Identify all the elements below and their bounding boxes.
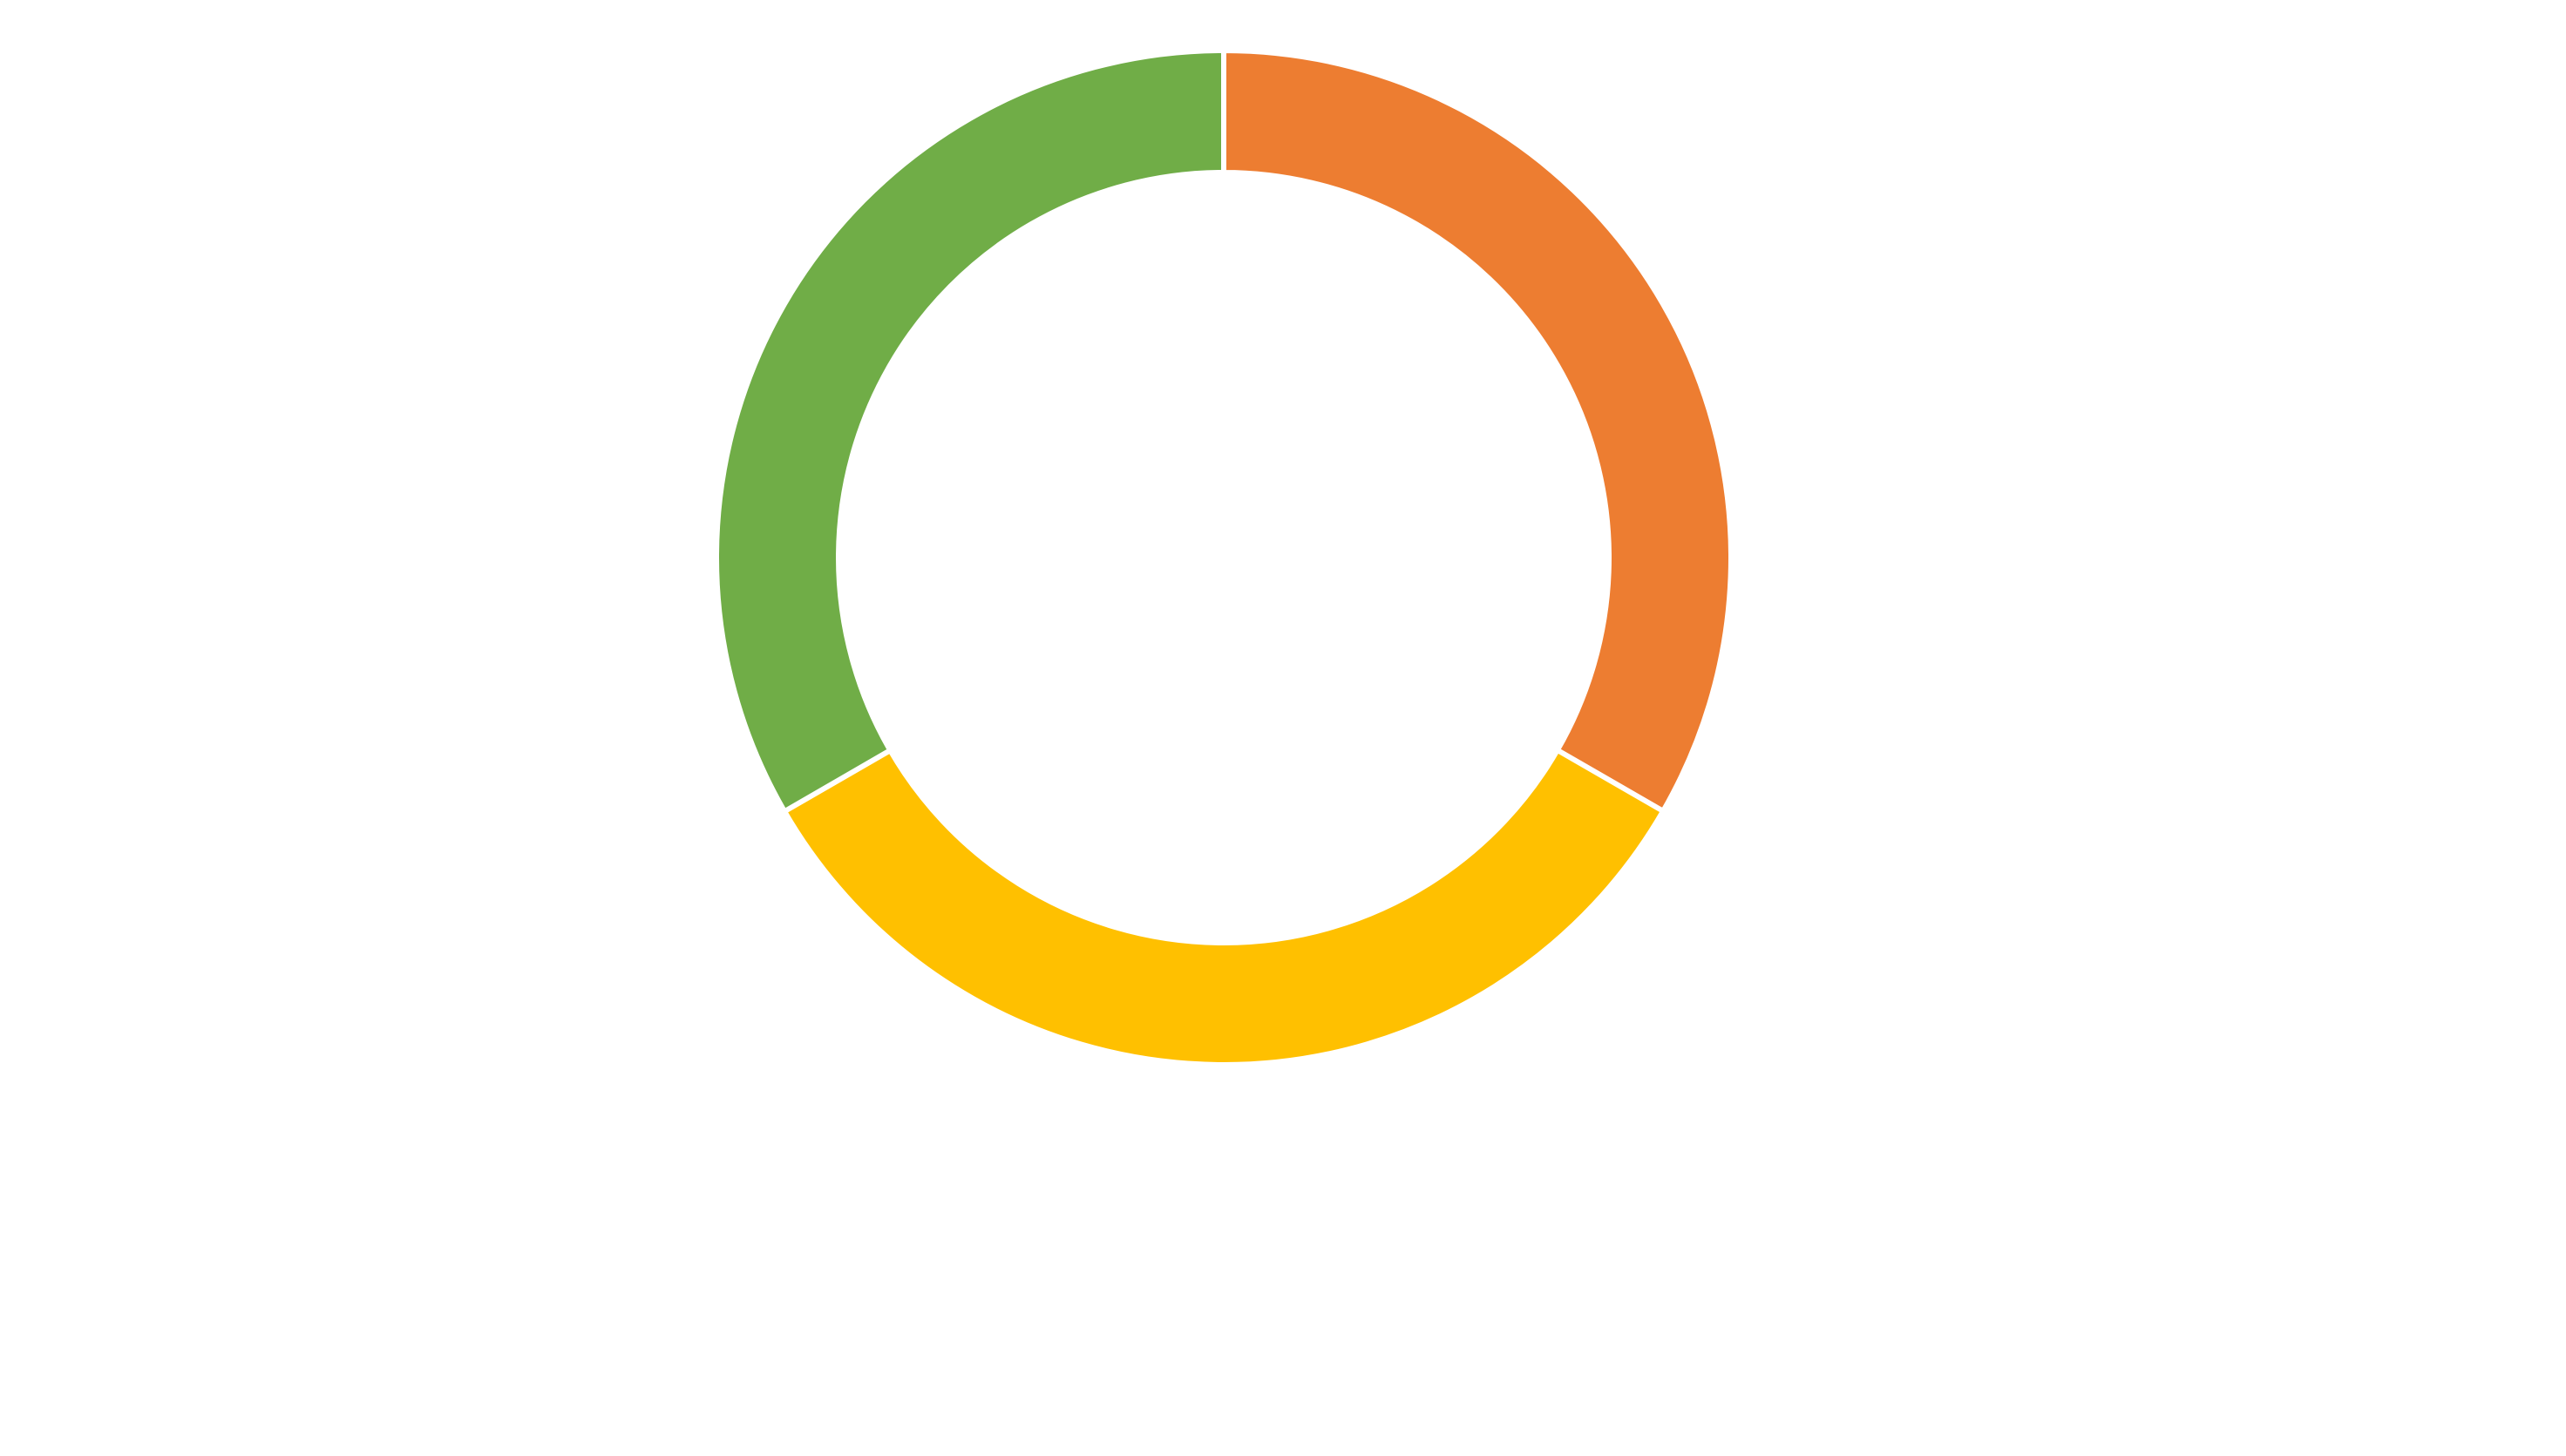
donut-slice-3 bbox=[714, 47, 1226, 816]
donut-slices bbox=[714, 47, 1734, 1067]
donut-slice-2 bbox=[780, 746, 1667, 1067]
donut-slice-1 bbox=[1221, 47, 1734, 815]
